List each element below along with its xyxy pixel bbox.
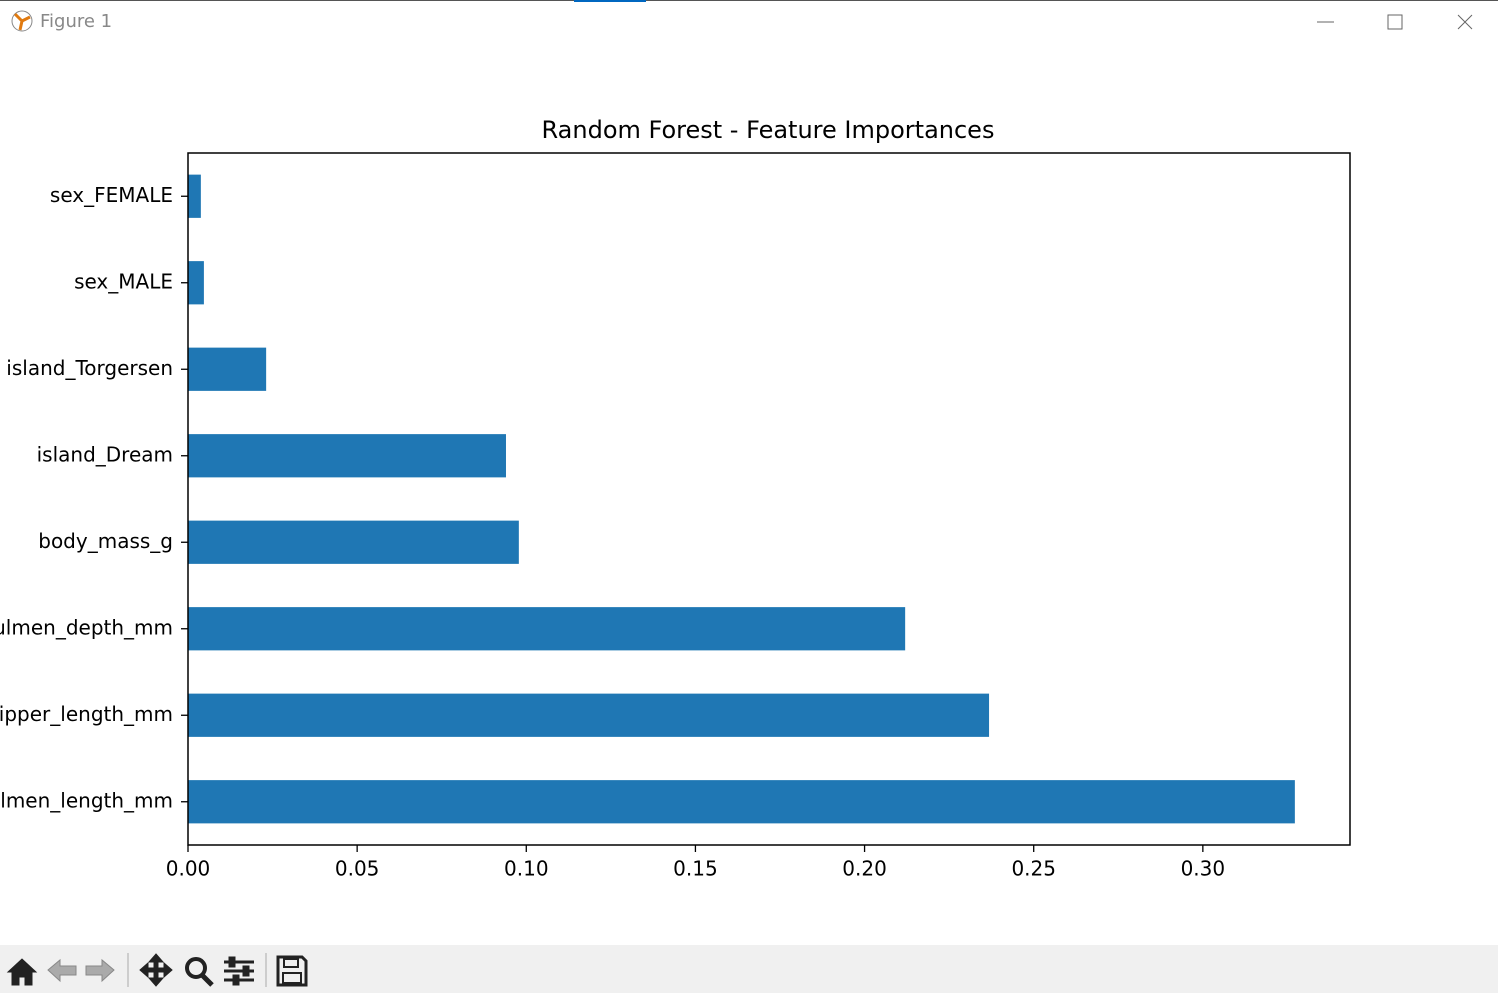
- x-tick-label: 0.00: [166, 857, 211, 881]
- bar: [188, 261, 204, 305]
- x-tick-label: 0.20: [842, 857, 887, 881]
- close-button[interactable]: [1457, 14, 1473, 30]
- bar: [188, 693, 990, 737]
- configure-button[interactable]: [224, 956, 254, 986]
- bar: [188, 607, 906, 651]
- x-tick-label: 0.05: [335, 857, 380, 881]
- zoom-button[interactable]: [185, 957, 207, 979]
- bar: [188, 174, 201, 218]
- save-icon-part: [283, 958, 299, 968]
- x-tick-label: 0.25: [1011, 857, 1056, 881]
- y-tick-label: culmen_depth_mm: [0, 615, 173, 639]
- maximize-button[interactable]: [1387, 14, 1403, 30]
- forward-button[interactable]: [85, 958, 115, 983]
- save-button[interactable]: [276, 955, 308, 987]
- bar: [188, 434, 506, 478]
- chart-title: Random Forest - Feature Importances: [542, 116, 995, 144]
- bar: [188, 780, 1295, 824]
- y-tick-label: flipper_length_mm: [0, 702, 173, 726]
- save-icon-part: [282, 972, 302, 984]
- toolbar-icons: [6, 953, 308, 987]
- window-title: Figure 1: [40, 11, 112, 32]
- y-tick-label: island_Dream: [37, 442, 173, 466]
- zoom-handle: [200, 973, 214, 987]
- y-tick-label: body_mass_g: [38, 529, 173, 553]
- tab-indicator: [574, 0, 646, 2]
- plot: 0.00 0.05 0.10 0.15 0.20 0.25 0.30 culmen_lengt…: [0, 174, 1295, 881]
- axes-frame: [187, 152, 1351, 846]
- y-tick-label: island_Torgersen: [6, 356, 173, 380]
- toolbar: [0, 945, 1498, 993]
- y-tick-label: sex_FEMALE: [50, 183, 173, 207]
- y-tick-label: sex_MALE: [74, 269, 173, 293]
- pan-button[interactable]: [139, 953, 173, 987]
- app-icon: [11, 10, 33, 32]
- back-button[interactable]: [47, 958, 77, 983]
- home-button[interactable]: [6, 958, 38, 986]
- x-tick-label: 0.30: [1181, 857, 1226, 881]
- x-tick-label: 0.15: [673, 857, 718, 881]
- y-tick-label: culmen_length_mm: [0, 788, 173, 812]
- bar: [188, 347, 267, 391]
- bar: [188, 520, 519, 564]
- x-tick-label: 0.10: [504, 857, 549, 881]
